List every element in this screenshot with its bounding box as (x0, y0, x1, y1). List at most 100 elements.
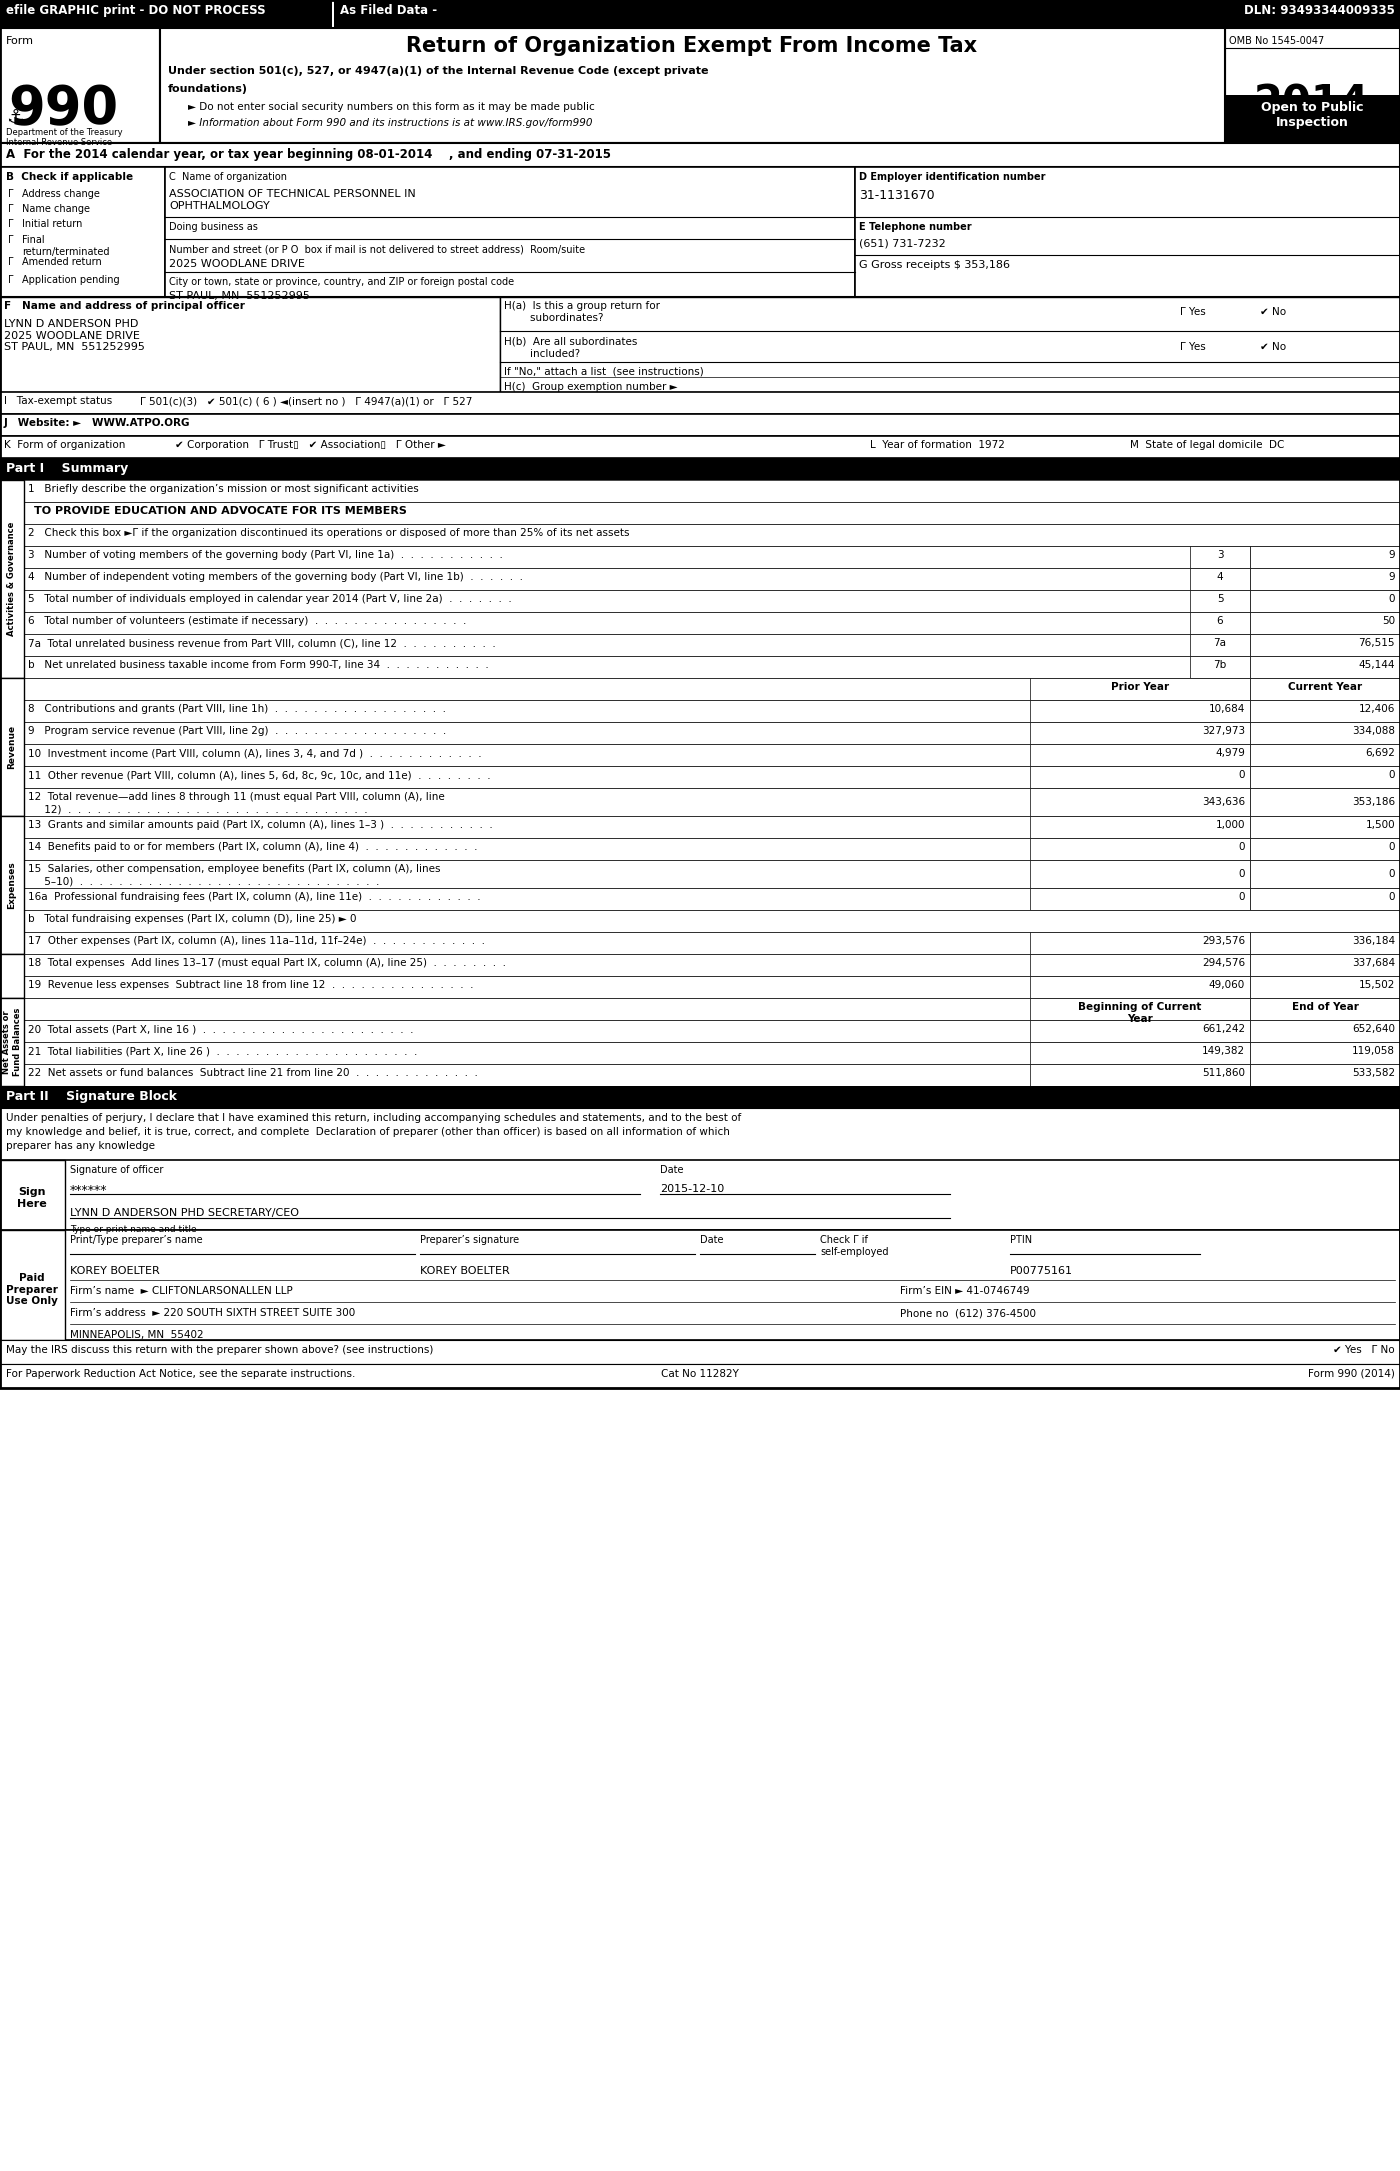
Bar (1030, 1064, 1250, 1086)
Bar (0, 297, 1400, 393)
Text: Form: Form (6, 37, 34, 46)
Bar (1190, 634, 1250, 656)
Text: 21  Total liabilities (Part X, line 26 )  .  .  .  .  .  .  .  .  .  .  .  .  . : 21 Total liabilities (Part X, line 26 ) … (28, 1046, 417, 1055)
Text: 149,382: 149,382 (1201, 1046, 1245, 1055)
Bar (1030, 953, 1250, 977)
Bar (1250, 931, 1400, 953)
Text: 2025 WOODLANE DRIVE: 2025 WOODLANE DRIVE (169, 258, 305, 269)
Bar (1030, 723, 1250, 745)
Text: ASSOCIATION OF TECHNICAL PERSONNEL IN
OPHTHALMOLOGY: ASSOCIATION OF TECHNICAL PERSONNEL IN OP… (169, 189, 416, 211)
Bar (500, 297, 1400, 393)
Text: 12  Total revenue—add lines 8 through 11 (must equal Part VIII, column (A), line: 12 Total revenue—add lines 8 through 11 … (28, 792, 445, 801)
Bar (1030, 931, 1250, 953)
Text: As Filed Data -: As Filed Data - (340, 4, 437, 17)
Bar (1250, 699, 1400, 723)
Text: 293,576: 293,576 (1201, 936, 1245, 947)
Text: Phone no  (612) 376-4500: Phone no (612) 376-4500 (900, 1307, 1036, 1318)
Bar (0, 167, 165, 297)
Text: 9: 9 (1389, 549, 1394, 560)
Text: PTIN: PTIN (1009, 1235, 1032, 1244)
Bar (1250, 545, 1400, 569)
Text: 5–10)  .  .  .  .  .  .  .  .  .  .  .  .  .  .  .  .  .  .  .  .  .  .  .  .  .: 5–10) . . . . . . . . . . . . . . . . . … (28, 877, 379, 888)
Bar (1250, 723, 1400, 745)
Text: foundations): foundations) (168, 85, 248, 93)
Bar (24, 860, 1400, 888)
Text: 0: 0 (1389, 868, 1394, 879)
Text: Part I    Summary: Part I Summary (6, 462, 129, 475)
Bar (1250, 745, 1400, 766)
Text: Form 990 (2014): Form 990 (2014) (1308, 1370, 1394, 1379)
Text: KOREY BOELTER: KOREY BOELTER (420, 1266, 510, 1277)
Text: 2015-12-10: 2015-12-10 (659, 1183, 724, 1194)
Text: 7b: 7b (1214, 660, 1226, 671)
Text: Number and street (or P O  box if mail is not delivered to street address)  Room: Number and street (or P O box if mail is… (169, 243, 585, 254)
Text: Date: Date (659, 1166, 683, 1175)
Text: 0: 0 (1239, 771, 1245, 779)
Text: Under section 501(c), 527, or 4947(a)(1) of the Internal Revenue Code (except pr: Under section 501(c), 527, or 4947(a)(1)… (168, 65, 708, 76)
Text: Paid
Preparer
Use Only: Paid Preparer Use Only (6, 1272, 57, 1307)
Bar (24, 634, 1400, 656)
Text: 337,684: 337,684 (1352, 957, 1394, 968)
Bar (24, 931, 1400, 953)
Bar (1190, 591, 1250, 612)
Text: 4   Number of independent voting members of the governing body (Part VI, line 1b: 4 Number of independent voting members o… (28, 571, 524, 582)
Text: 0: 0 (1389, 842, 1394, 851)
Bar (0, 0, 1400, 28)
Text: Return of Organization Exempt From Income Tax: Return of Organization Exempt From Incom… (406, 37, 977, 56)
Bar (0, 480, 24, 677)
Text: M  State of legal domicile  DC: M State of legal domicile DC (1130, 441, 1284, 449)
Text: 1   Briefly describe the organization’s mission or most significant activities: 1 Briefly describe the organization’s mi… (28, 484, 419, 495)
Text: Final
return/terminated: Final return/terminated (22, 234, 109, 256)
Text: 9   Program service revenue (Part VIII, line 2g)  .  .  .  .  .  .  .  .  .  .  : 9 Program service revenue (Part VIII, li… (28, 725, 447, 736)
Text: 343,636: 343,636 (1201, 797, 1245, 808)
Bar (1250, 591, 1400, 612)
Text: 5: 5 (1217, 595, 1224, 604)
Text: K  Form of organization: K Form of organization (4, 441, 126, 449)
Text: ✔ Yes   Γ No: ✔ Yes Γ No (1333, 1346, 1394, 1355)
Bar (1225, 96, 1400, 143)
Bar (24, 1064, 1400, 1086)
Bar (1250, 766, 1400, 788)
Bar (24, 910, 1400, 931)
Text: Address change: Address change (22, 189, 99, 200)
Text: Γ: Γ (8, 234, 14, 245)
Text: 7a  Total unrelated business revenue from Part VIII, column (C), line 12  .  .  : 7a Total unrelated business revenue from… (28, 638, 496, 647)
Text: Revenue: Revenue (7, 725, 17, 769)
Text: Firm’s EIN ► 41-0746749: Firm’s EIN ► 41-0746749 (900, 1285, 1029, 1296)
Text: ► Do not enter social security numbers on this form as it may be made public: ► Do not enter social security numbers o… (188, 102, 595, 113)
Text: 0: 0 (1389, 771, 1394, 779)
Bar (0, 999, 24, 1086)
Bar (0, 0, 1400, 1387)
Text: 4,979: 4,979 (1215, 749, 1245, 758)
Text: Γ: Γ (8, 256, 14, 267)
Bar (24, 816, 1400, 838)
Bar (0, 816, 24, 953)
Bar (1250, 677, 1400, 699)
Text: LYNN D ANDERSON PHD SECRETARY/CEO: LYNN D ANDERSON PHD SECRETARY/CEO (70, 1207, 300, 1218)
Bar (0, 28, 160, 143)
Text: 294,576: 294,576 (1201, 957, 1245, 968)
Bar (1030, 977, 1250, 999)
Text: Sign
Here: Sign Here (17, 1188, 46, 1209)
Text: 0: 0 (1239, 842, 1245, 851)
Text: ► Information about Form 990 and its instructions is at www.IRS.gov/form990: ► Information about Form 990 and its ins… (188, 117, 592, 128)
Bar (1250, 656, 1400, 677)
Bar (24, 723, 1400, 745)
Text: Γ Yes: Γ Yes (1180, 343, 1205, 352)
Text: If "No," attach a list  (see instructions): If "No," attach a list (see instructions… (504, 367, 704, 378)
Bar (1030, 745, 1250, 766)
Bar (0, 1107, 1400, 1159)
Text: efile GRAPHIC print - DO NOT PROCESS: efile GRAPHIC print - DO NOT PROCESS (6, 4, 266, 17)
Bar (1250, 953, 1400, 977)
Bar (1190, 656, 1250, 677)
Text: Activities & Governance: Activities & Governance (7, 521, 17, 636)
Text: 334,088: 334,088 (1352, 725, 1394, 736)
Text: my knowledge and belief, it is true, correct, and complete  Declaration of prepa: my knowledge and belief, it is true, cor… (6, 1127, 729, 1138)
Text: May the IRS discuss this return with the preparer shown above? (see instructions: May the IRS discuss this return with the… (6, 1346, 434, 1355)
Text: TO PROVIDE EDUCATION AND ADVOCATE FOR ITS MEMBERS: TO PROVIDE EDUCATION AND ADVOCATE FOR IT… (34, 506, 407, 517)
Bar (1030, 888, 1250, 910)
Bar (0, 436, 1400, 458)
Bar (1250, 1064, 1400, 1086)
Text: preparer has any knowledge: preparer has any knowledge (6, 1142, 155, 1151)
Text: 18  Total expenses  Add lines 13–17 (must equal Part IX, column (A), line 25)  .: 18 Total expenses Add lines 13–17 (must … (28, 957, 505, 968)
